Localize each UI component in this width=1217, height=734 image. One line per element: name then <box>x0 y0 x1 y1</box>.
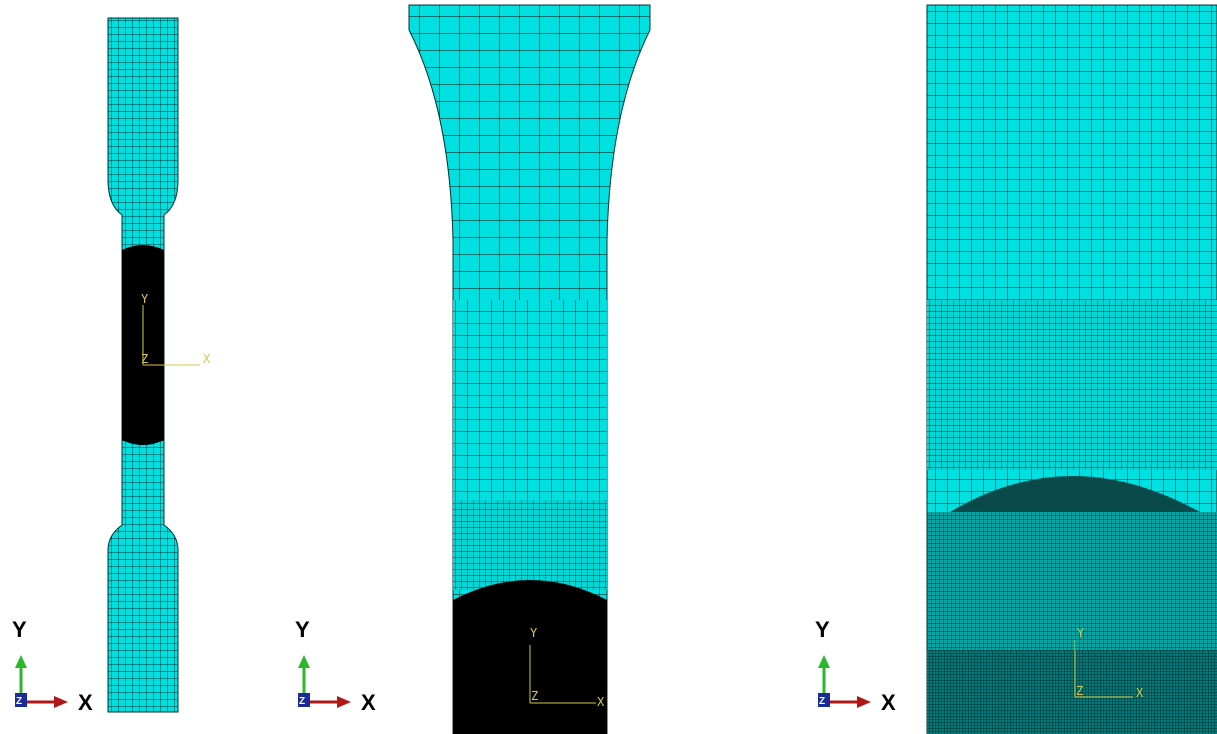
csys-y: Y <box>141 292 149 306</box>
triad-z: Z <box>819 696 825 707</box>
csys-x: X <box>203 352 211 366</box>
triad-y: Y <box>12 617 27 642</box>
triad-x: X <box>361 690 376 715</box>
triad-y-head <box>298 655 310 668</box>
csys-y: Y <box>1077 626 1085 640</box>
triad-x: X <box>78 690 93 715</box>
triad-x-head <box>337 696 351 708</box>
csys-z: Z <box>1076 684 1083 698</box>
triad-x: X <box>881 690 896 715</box>
triad-z: Z <box>299 696 305 707</box>
csys-z: Z <box>141 352 148 366</box>
triad-x-head <box>857 696 871 708</box>
triad-y: Y <box>815 617 830 642</box>
triad-z: Z <box>16 696 22 707</box>
triad-y: Y <box>295 617 310 642</box>
mesh-views: Y Z X Y Z X Y Z X Y Z X Y Z X Y Z X <box>0 0 1217 734</box>
triad-y-head <box>15 655 27 668</box>
csys-z: Z <box>531 689 538 703</box>
csys-y: Y <box>530 626 538 640</box>
triad-x-head <box>54 696 68 708</box>
transition-mesh <box>409 5 650 734</box>
csys-x: X <box>1136 686 1144 700</box>
triad-y-head <box>818 655 830 668</box>
csys-x: X <box>597 695 605 709</box>
fine-mesh <box>927 5 1217 734</box>
